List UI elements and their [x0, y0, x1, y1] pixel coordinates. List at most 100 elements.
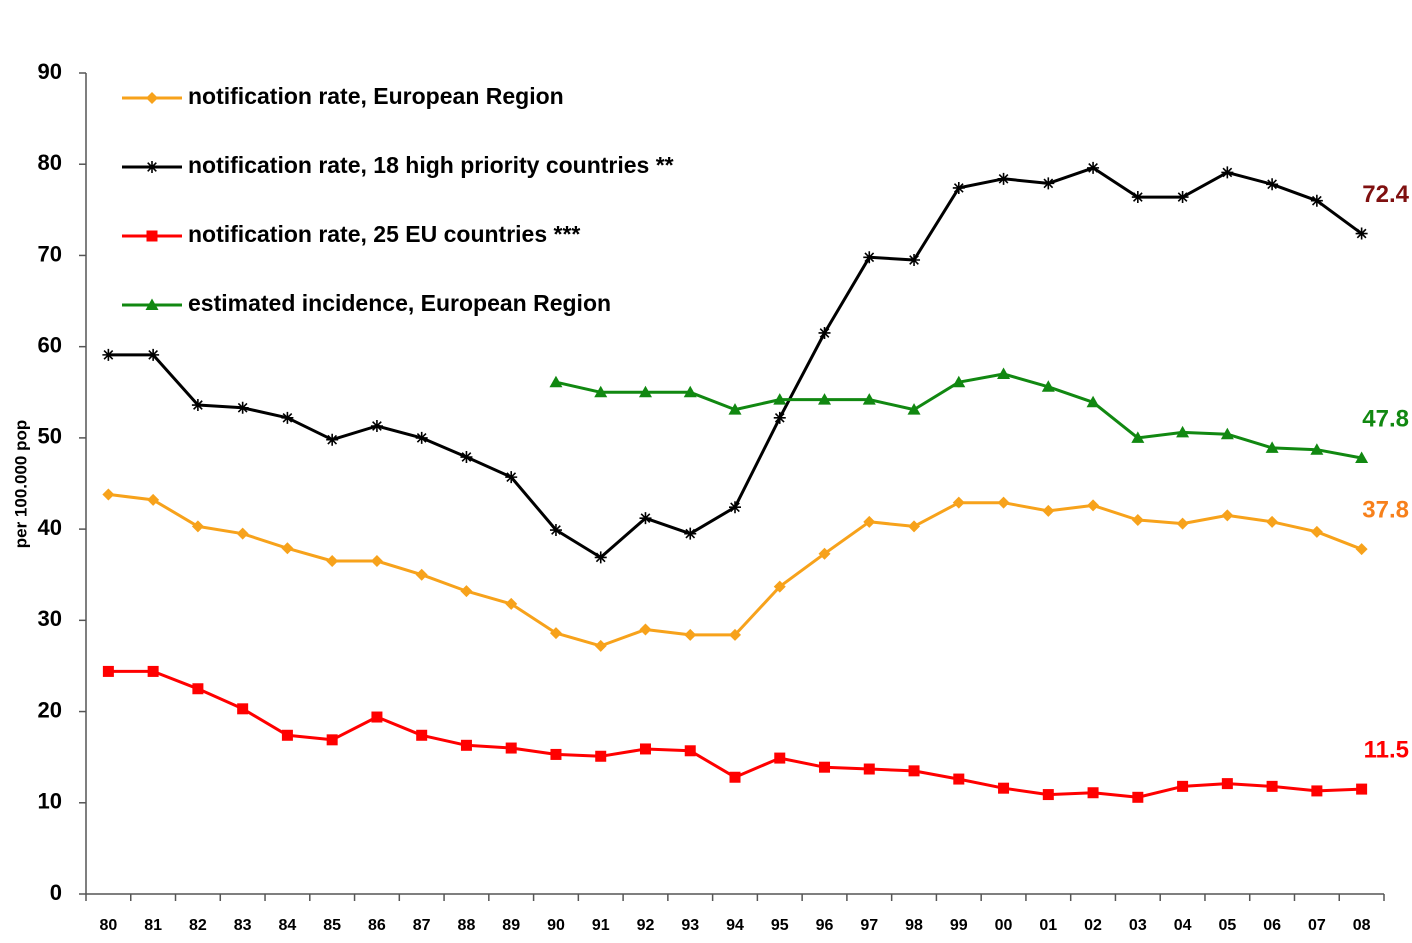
- y-tick-label: 80: [38, 150, 62, 175]
- x-tick-label: 04: [1174, 917, 1192, 934]
- data-point: [997, 172, 1010, 185]
- data-point: [1310, 443, 1324, 455]
- data-point: [549, 375, 563, 388]
- data-point: [281, 411, 294, 424]
- data-point: [774, 752, 786, 764]
- x-tick-label: 82: [189, 917, 207, 934]
- data-point: [460, 739, 472, 751]
- data-point: [326, 555, 339, 568]
- data-point: [326, 734, 338, 746]
- data-point: [415, 431, 428, 444]
- data-point: [998, 782, 1010, 794]
- data-point: [773, 393, 787, 405]
- y-tick-label: 60: [38, 332, 62, 357]
- data-point: [505, 742, 517, 754]
- data-point: [1220, 427, 1234, 440]
- data-point: [1221, 778, 1233, 790]
- data-point: [1177, 780, 1189, 792]
- data-point: [1355, 227, 1368, 240]
- data-point: [1311, 785, 1323, 797]
- data-point: [281, 729, 293, 741]
- x-tick-label: 87: [413, 917, 431, 934]
- data-point: [1042, 789, 1054, 801]
- x-tick-label: 93: [681, 917, 699, 934]
- data-point: [371, 711, 383, 723]
- x-tick-label: 98: [905, 917, 923, 934]
- data-point: [683, 385, 697, 398]
- data-point: [147, 348, 160, 361]
- data-point: [1087, 499, 1100, 512]
- x-tick-label: 03: [1129, 917, 1147, 934]
- x-tick-label: 81: [144, 917, 162, 934]
- x-tick-label: 90: [547, 917, 565, 934]
- data-point: [594, 551, 607, 564]
- data-point: [728, 403, 742, 415]
- x-tick-label: 99: [950, 917, 968, 934]
- x-tick-label: 95: [771, 917, 789, 934]
- x-tick-label: 08: [1353, 917, 1371, 934]
- y-tick-label: 0: [50, 880, 62, 905]
- data-point: [1131, 191, 1144, 204]
- data-label: 37.8: [1362, 497, 1409, 524]
- data-point: [1355, 451, 1369, 463]
- data-point: [773, 580, 786, 593]
- data-label: 47.8: [1362, 405, 1409, 432]
- data-point: [862, 393, 876, 405]
- y-tick-label: 90: [38, 59, 62, 84]
- data-point: [684, 628, 697, 641]
- data-point: [550, 748, 562, 760]
- data-point: [147, 493, 160, 506]
- data-point: [1131, 431, 1145, 443]
- data-point: [952, 496, 965, 509]
- data-point: [908, 520, 921, 533]
- x-tick-label: 89: [502, 917, 520, 934]
- data-point: [684, 527, 697, 540]
- y-tick-label: 70: [38, 241, 62, 266]
- data-point: [639, 743, 651, 755]
- data-point: [1266, 515, 1279, 528]
- x-tick-label: 06: [1263, 917, 1281, 934]
- x-tick-label: 86: [368, 917, 386, 934]
- data-point: [1356, 783, 1368, 795]
- y-tick-label: 50: [38, 424, 62, 449]
- data-point: [818, 393, 832, 405]
- data-point: [773, 411, 786, 424]
- data-point: [192, 683, 204, 695]
- data-point: [236, 527, 249, 540]
- data-point: [729, 628, 741, 641]
- data-point: [952, 181, 965, 194]
- data-point: [370, 420, 383, 433]
- data-point: [1310, 525, 1323, 538]
- legend-label: notification rate, 18 high priority coun…: [188, 152, 674, 178]
- data-point: [1266, 780, 1278, 792]
- data-point: [1042, 177, 1055, 190]
- data-point: [460, 451, 473, 464]
- x-tick-label: 94: [726, 917, 744, 934]
- data-point: [1042, 504, 1055, 517]
- data-point: [953, 773, 965, 785]
- data-point: [416, 729, 428, 741]
- x-tick-label: 01: [1039, 917, 1057, 934]
- data-point: [997, 367, 1011, 380]
- legend-label: estimated incidence, European Region: [188, 290, 611, 316]
- x-tick-label: 84: [279, 917, 297, 934]
- legend-marker: [145, 298, 159, 310]
- data-point: [147, 665, 159, 677]
- series-line: [108, 492, 1363, 648]
- data-point: [997, 496, 1010, 509]
- data-point: [684, 745, 696, 757]
- data-point: [1221, 166, 1234, 179]
- y-tick-label: 30: [38, 606, 62, 631]
- x-tick-label: 97: [860, 917, 878, 934]
- x-tick-label: 07: [1308, 917, 1326, 934]
- data-point: [102, 348, 115, 361]
- x-tick-label: 05: [1218, 917, 1236, 934]
- x-tick-label: 83: [234, 917, 252, 934]
- data-point: [1265, 441, 1279, 453]
- data-point: [1087, 787, 1099, 799]
- data-point: [549, 524, 562, 537]
- data-point: [191, 520, 204, 533]
- x-tick-label: 85: [323, 917, 341, 934]
